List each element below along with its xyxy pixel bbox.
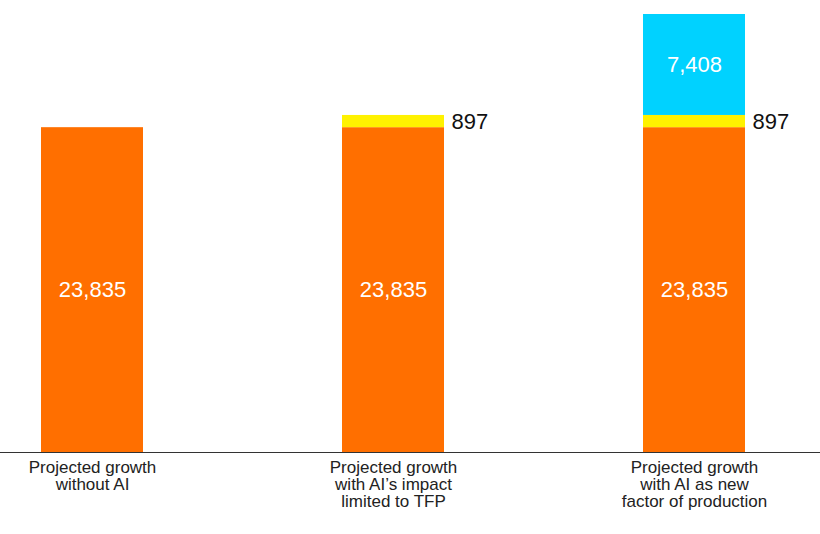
svg-text:23,835: 23,835 xyxy=(661,277,728,302)
svg-text:23,835: 23,835 xyxy=(59,277,126,302)
svg-text:Projected growthwith AI’s impa: Projected growthwith AI’s impactlimited … xyxy=(330,458,458,511)
svg-text:23,835: 23,835 xyxy=(360,277,427,302)
svg-text:897: 897 xyxy=(452,109,489,134)
svg-text:Projected growthwithout AI: Projected growthwithout AI xyxy=(29,458,157,494)
svg-text:Projected growthwith AI as new: Projected growthwith AI as newfactor of … xyxy=(622,458,768,511)
svg-text:897: 897 xyxy=(753,109,790,134)
svg-text:7,408: 7,408 xyxy=(667,52,722,77)
